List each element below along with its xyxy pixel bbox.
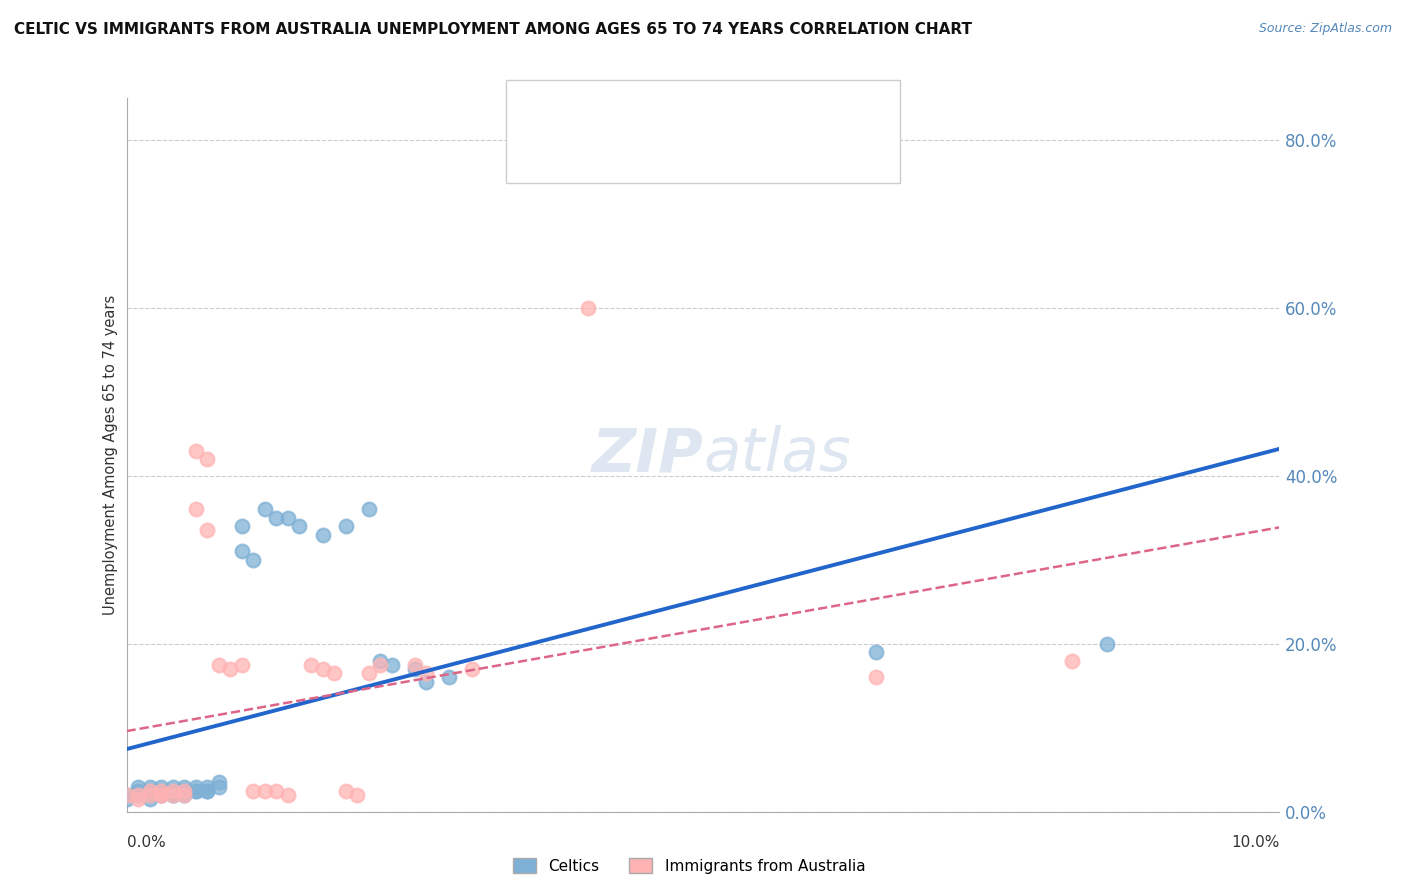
Text: atlas: atlas	[703, 425, 851, 484]
Point	[357, 666, 380, 681]
Point	[184, 443, 207, 458]
Point	[865, 645, 887, 659]
Point	[368, 654, 391, 668]
Point	[138, 788, 160, 802]
Point	[208, 780, 231, 794]
Point	[415, 674, 437, 689]
Point	[195, 783, 218, 797]
FancyBboxPatch shape	[517, 89, 565, 126]
FancyBboxPatch shape	[517, 140, 565, 176]
Point	[150, 783, 173, 797]
Point	[439, 670, 461, 684]
Point	[138, 792, 160, 806]
Point	[184, 783, 207, 797]
Text: 10.0%: 10.0%	[1232, 836, 1279, 850]
Text: 0.0%: 0.0%	[127, 836, 166, 850]
Point	[127, 780, 149, 794]
Point	[323, 666, 346, 681]
Text: N = 46: N = 46	[751, 99, 813, 117]
Point	[162, 783, 184, 797]
Point	[173, 788, 195, 802]
Point	[266, 511, 288, 525]
Point	[184, 783, 207, 797]
Point	[253, 502, 276, 516]
Point	[173, 783, 195, 797]
Point	[242, 783, 264, 797]
Point	[162, 788, 184, 802]
Point	[173, 780, 195, 794]
Point	[173, 783, 195, 797]
Point	[173, 788, 195, 802]
Point	[184, 780, 207, 794]
Point	[162, 788, 184, 802]
Point	[127, 788, 149, 802]
Point	[150, 780, 173, 794]
Legend: Celtics, Immigrants from Australia: Celtics, Immigrants from Australia	[506, 852, 872, 880]
Point	[299, 657, 322, 672]
Text: Source: ZipAtlas.com: Source: ZipAtlas.com	[1258, 22, 1392, 36]
Point	[1095, 637, 1118, 651]
Point	[138, 783, 160, 797]
Point	[162, 783, 184, 797]
Point	[162, 780, 184, 794]
Point	[195, 780, 218, 794]
Point	[150, 788, 173, 802]
Point	[127, 783, 149, 797]
Point	[277, 511, 299, 525]
Point	[865, 670, 887, 684]
Point	[231, 519, 253, 533]
Point	[311, 662, 333, 676]
Point	[415, 666, 437, 681]
Text: CELTIC VS IMMIGRANTS FROM AUSTRALIA UNEMPLOYMENT AMONG AGES 65 TO 74 YEARS CORRE: CELTIC VS IMMIGRANTS FROM AUSTRALIA UNEM…	[14, 22, 972, 37]
Point	[184, 502, 207, 516]
Point	[138, 788, 160, 802]
Point	[150, 788, 173, 802]
Point	[195, 452, 218, 467]
Point	[150, 788, 173, 802]
Point	[115, 792, 138, 806]
Text: N = 36: N = 36	[751, 149, 813, 167]
Point	[138, 783, 160, 797]
Point	[208, 775, 231, 789]
Point	[461, 662, 484, 676]
Point	[404, 662, 426, 676]
Point	[368, 657, 391, 672]
Point	[138, 780, 160, 794]
Point	[150, 788, 173, 802]
Point	[231, 544, 253, 558]
Point	[335, 519, 357, 533]
Point	[162, 788, 184, 802]
Point	[173, 783, 195, 797]
Point	[115, 788, 138, 802]
Point	[346, 788, 368, 802]
Point	[381, 657, 404, 672]
FancyBboxPatch shape	[506, 80, 900, 183]
Point	[150, 783, 173, 797]
Point	[253, 783, 276, 797]
Point	[195, 783, 218, 797]
Point	[195, 524, 218, 538]
Text: ZIP: ZIP	[591, 425, 703, 484]
Point	[127, 792, 149, 806]
Point	[242, 553, 264, 567]
Y-axis label: Unemployment Among Ages 65 to 74 years: Unemployment Among Ages 65 to 74 years	[103, 294, 118, 615]
Point	[288, 519, 311, 533]
Point	[208, 657, 231, 672]
Point	[115, 788, 138, 802]
Point	[311, 527, 333, 541]
Point	[335, 783, 357, 797]
Point	[277, 788, 299, 802]
Point	[1060, 654, 1083, 668]
Text: R = 0.420: R = 0.420	[576, 99, 668, 117]
Point	[357, 502, 380, 516]
Text: R = 0.472: R = 0.472	[576, 149, 668, 167]
Point	[127, 788, 149, 802]
Point	[231, 657, 253, 672]
Point	[576, 301, 599, 315]
Point	[219, 662, 242, 676]
Point	[266, 783, 288, 797]
Point	[404, 657, 426, 672]
